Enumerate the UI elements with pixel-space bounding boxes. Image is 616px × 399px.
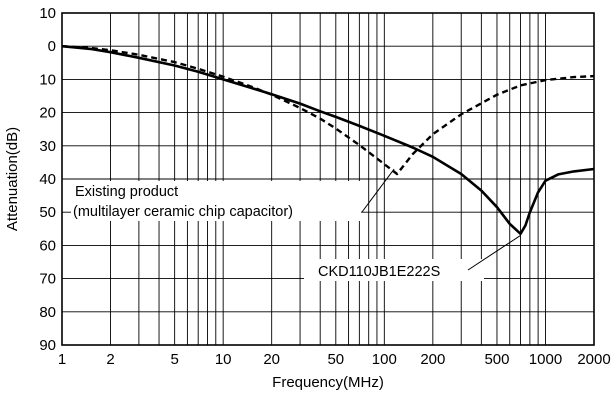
grid-lines	[62, 13, 594, 345]
x-tick-label: 20	[263, 351, 280, 368]
leader-line-existing-product	[361, 168, 395, 213]
annotation-existing-product-line1: Existing product	[75, 184, 178, 200]
series-line-existing-product	[61, 45, 595, 176]
x-tick-label: 2000	[577, 351, 610, 368]
x-tick-label: 10	[215, 351, 232, 368]
y-tick-label: 50	[39, 204, 56, 221]
y-tick-label: 60	[39, 237, 56, 254]
plot-frame	[61, 12, 595, 346]
y-tick-label: 20	[39, 105, 56, 122]
annotation-ckd110jb1e222s: CKD110JB1E222S	[318, 264, 440, 280]
x-tick-label: 200	[420, 351, 445, 368]
y-axis-label: Attenuation(dB)	[4, 127, 21, 231]
y-tick-label: 40	[39, 171, 56, 188]
tick-labels: 1 2 5 10 20 50 100 200 500 1000 200010010203040506…	[39, 5, 610, 368]
y-tick-label: 0	[48, 38, 56, 55]
leader-line-ckd110jb1e222s	[467, 235, 521, 271]
series-line-ckd110jb1e222s	[61, 44, 595, 236]
series-layer	[61, 44, 595, 236]
y-tick-label: 80	[39, 304, 56, 321]
x-tick-label: 100	[372, 351, 397, 368]
x-tick-label: 50	[327, 351, 344, 368]
y-tick-label: 10	[39, 5, 56, 22]
x-tick-label: 500	[484, 351, 509, 368]
x-tick-label: 2	[106, 351, 114, 368]
annotation-layer: Existing product (multilayer ceramic chip…	[71, 168, 521, 281]
y-tick-label: 90	[39, 337, 56, 354]
x-tick-label: 1000	[529, 351, 562, 368]
x-tick-label: 1	[58, 351, 66, 368]
annotation-existing-product-line2: (multilayer ceramic chip capacitor)	[73, 204, 293, 220]
y-tick-label: 70	[39, 271, 56, 288]
x-axis-label: Frequency(MHz)	[272, 374, 384, 391]
y-tick-label: 10	[39, 71, 56, 88]
annotation-bg	[71, 181, 361, 221]
y-tick-label: 30	[39, 138, 56, 155]
annotation-bg	[304, 259, 484, 281]
x-tick-label: 5	[170, 351, 178, 368]
